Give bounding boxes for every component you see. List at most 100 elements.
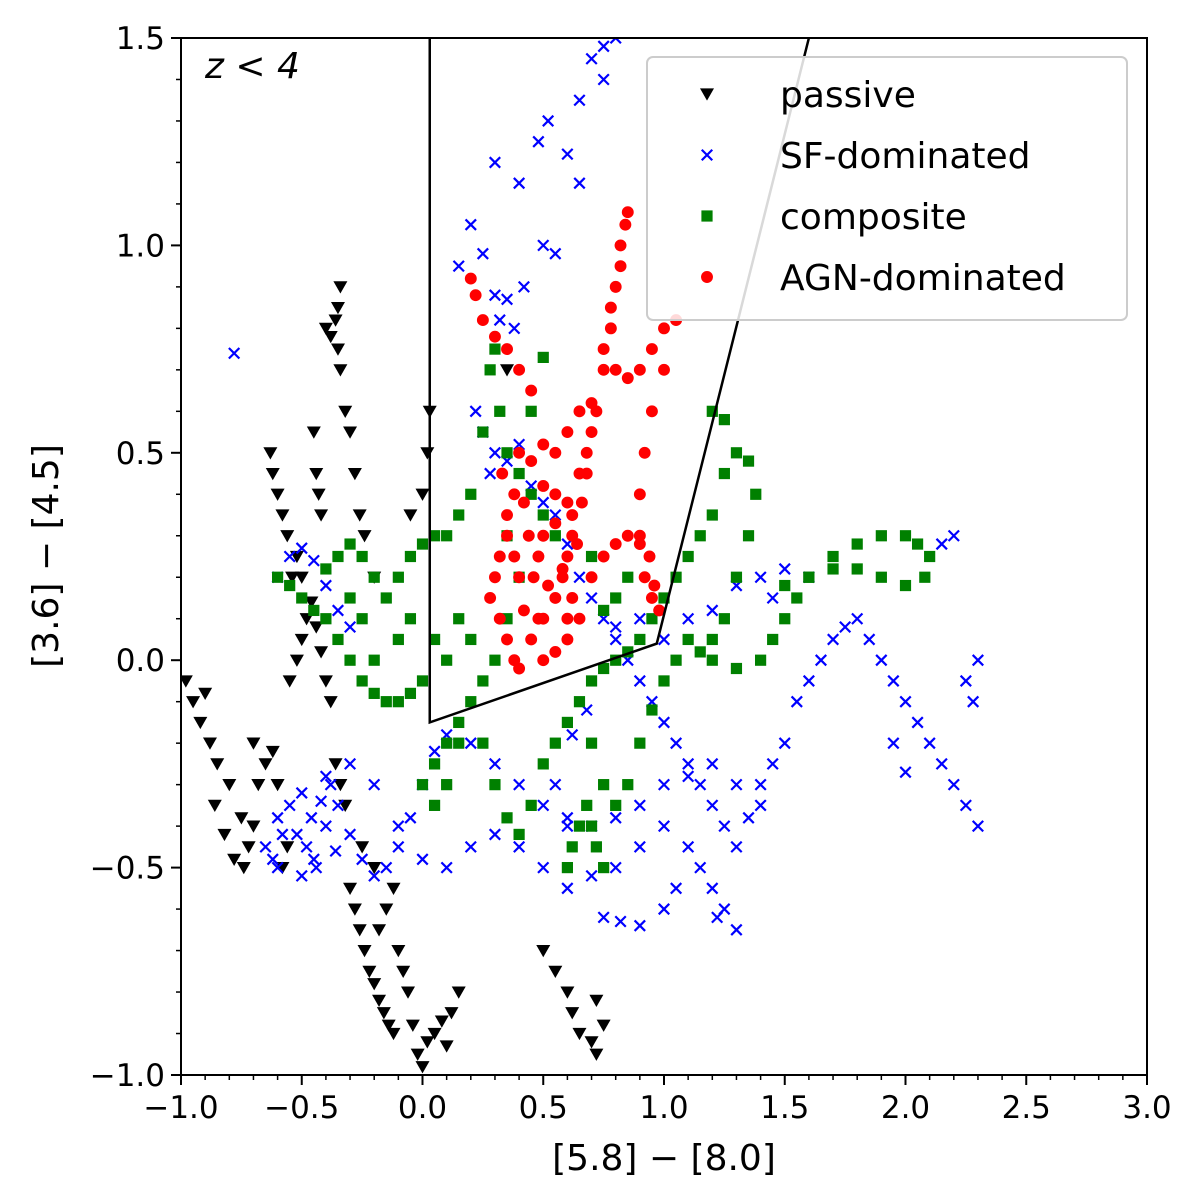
data-point — [488, 156, 501, 169]
data-point — [234, 812, 249, 825]
data-point — [646, 613, 658, 625]
data-point — [682, 840, 695, 853]
data-point — [228, 347, 241, 360]
data-point — [488, 289, 501, 302]
data-point — [310, 861, 323, 874]
data-point — [477, 675, 489, 687]
data-point — [706, 633, 718, 646]
data-point — [428, 745, 441, 758]
data-point — [814, 654, 828, 667]
data-point — [638, 571, 651, 584]
data-point — [513, 446, 526, 459]
data-point — [670, 571, 682, 583]
data-point — [251, 779, 266, 792]
data-point — [537, 758, 549, 770]
x-tick-label: −0.5 — [264, 1090, 339, 1126]
data-point — [621, 372, 634, 385]
data-point — [508, 488, 521, 501]
x-tick-label: 1.0 — [639, 1090, 688, 1126]
data-point — [270, 779, 285, 792]
data-point — [386, 1027, 401, 1041]
data-point — [682, 770, 695, 783]
data-point — [477, 737, 489, 749]
data-point — [706, 882, 719, 895]
data-point — [899, 766, 912, 779]
data-point — [401, 986, 416, 999]
data-point — [633, 799, 646, 812]
data-point — [441, 779, 453, 791]
data-point — [522, 529, 535, 542]
data-point — [314, 509, 329, 522]
data-point — [622, 646, 634, 658]
data-point — [790, 695, 803, 708]
data-point — [283, 550, 296, 563]
data-point — [604, 322, 617, 335]
data-point — [525, 455, 538, 468]
data-point — [484, 364, 496, 376]
data-point — [573, 820, 586, 832]
data-point — [561, 148, 574, 161]
data-point — [670, 882, 683, 895]
data-point — [320, 613, 332, 625]
data-point — [706, 799, 719, 812]
series-3 — [464, 206, 683, 675]
data-point — [465, 696, 477, 708]
data-point — [549, 446, 562, 459]
data-point — [441, 530, 453, 542]
data-point — [580, 467, 593, 480]
data-point — [767, 633, 779, 646]
data-point — [352, 509, 367, 522]
data-point — [572, 1027, 587, 1041]
data-point — [585, 550, 598, 563]
data-point — [320, 563, 332, 575]
data-point — [585, 869, 598, 882]
y-tick-label: −0.5 — [90, 851, 165, 887]
y-tick-label: 0.5 — [116, 436, 165, 472]
data-point — [222, 779, 237, 792]
data-point — [307, 853, 320, 866]
data-point — [875, 530, 887, 542]
data-point — [444, 1007, 459, 1020]
data-point — [633, 529, 646, 542]
data-point — [766, 757, 779, 770]
data-point — [420, 1036, 435, 1049]
redshift-annotation: z < 4 — [204, 46, 300, 87]
data-point — [536, 944, 551, 958]
data-point — [537, 799, 550, 812]
data-point — [265, 745, 280, 759]
data-point — [493, 314, 506, 327]
data-point — [614, 239, 627, 252]
data-point — [851, 538, 863, 550]
data-point — [730, 840, 743, 853]
data-point — [875, 571, 887, 583]
data-point — [911, 716, 924, 729]
data-point — [537, 480, 550, 492]
data-point — [525, 799, 537, 811]
data-point — [494, 405, 506, 417]
data-point — [597, 40, 610, 53]
data-point — [971, 654, 984, 667]
data-point — [634, 737, 646, 749]
data-point — [887, 674, 900, 687]
data-point — [571, 538, 584, 551]
data-point — [415, 1061, 430, 1074]
data-point — [434, 1015, 449, 1028]
data-point — [556, 571, 569, 584]
data-point — [318, 322, 333, 336]
data-point — [451, 986, 466, 999]
data-point — [561, 716, 573, 729]
data-point — [561, 496, 574, 509]
data-point — [971, 820, 984, 833]
data-point — [614, 260, 627, 273]
data-point — [706, 654, 718, 666]
series-1 — [228, 38, 984, 936]
data-point — [779, 613, 791, 625]
data-point — [368, 869, 381, 882]
data-point — [610, 592, 622, 604]
data-point — [453, 509, 465, 521]
data-point — [501, 633, 513, 646]
data-point — [621, 529, 634, 542]
data-point — [706, 604, 719, 617]
data-point — [493, 612, 506, 625]
